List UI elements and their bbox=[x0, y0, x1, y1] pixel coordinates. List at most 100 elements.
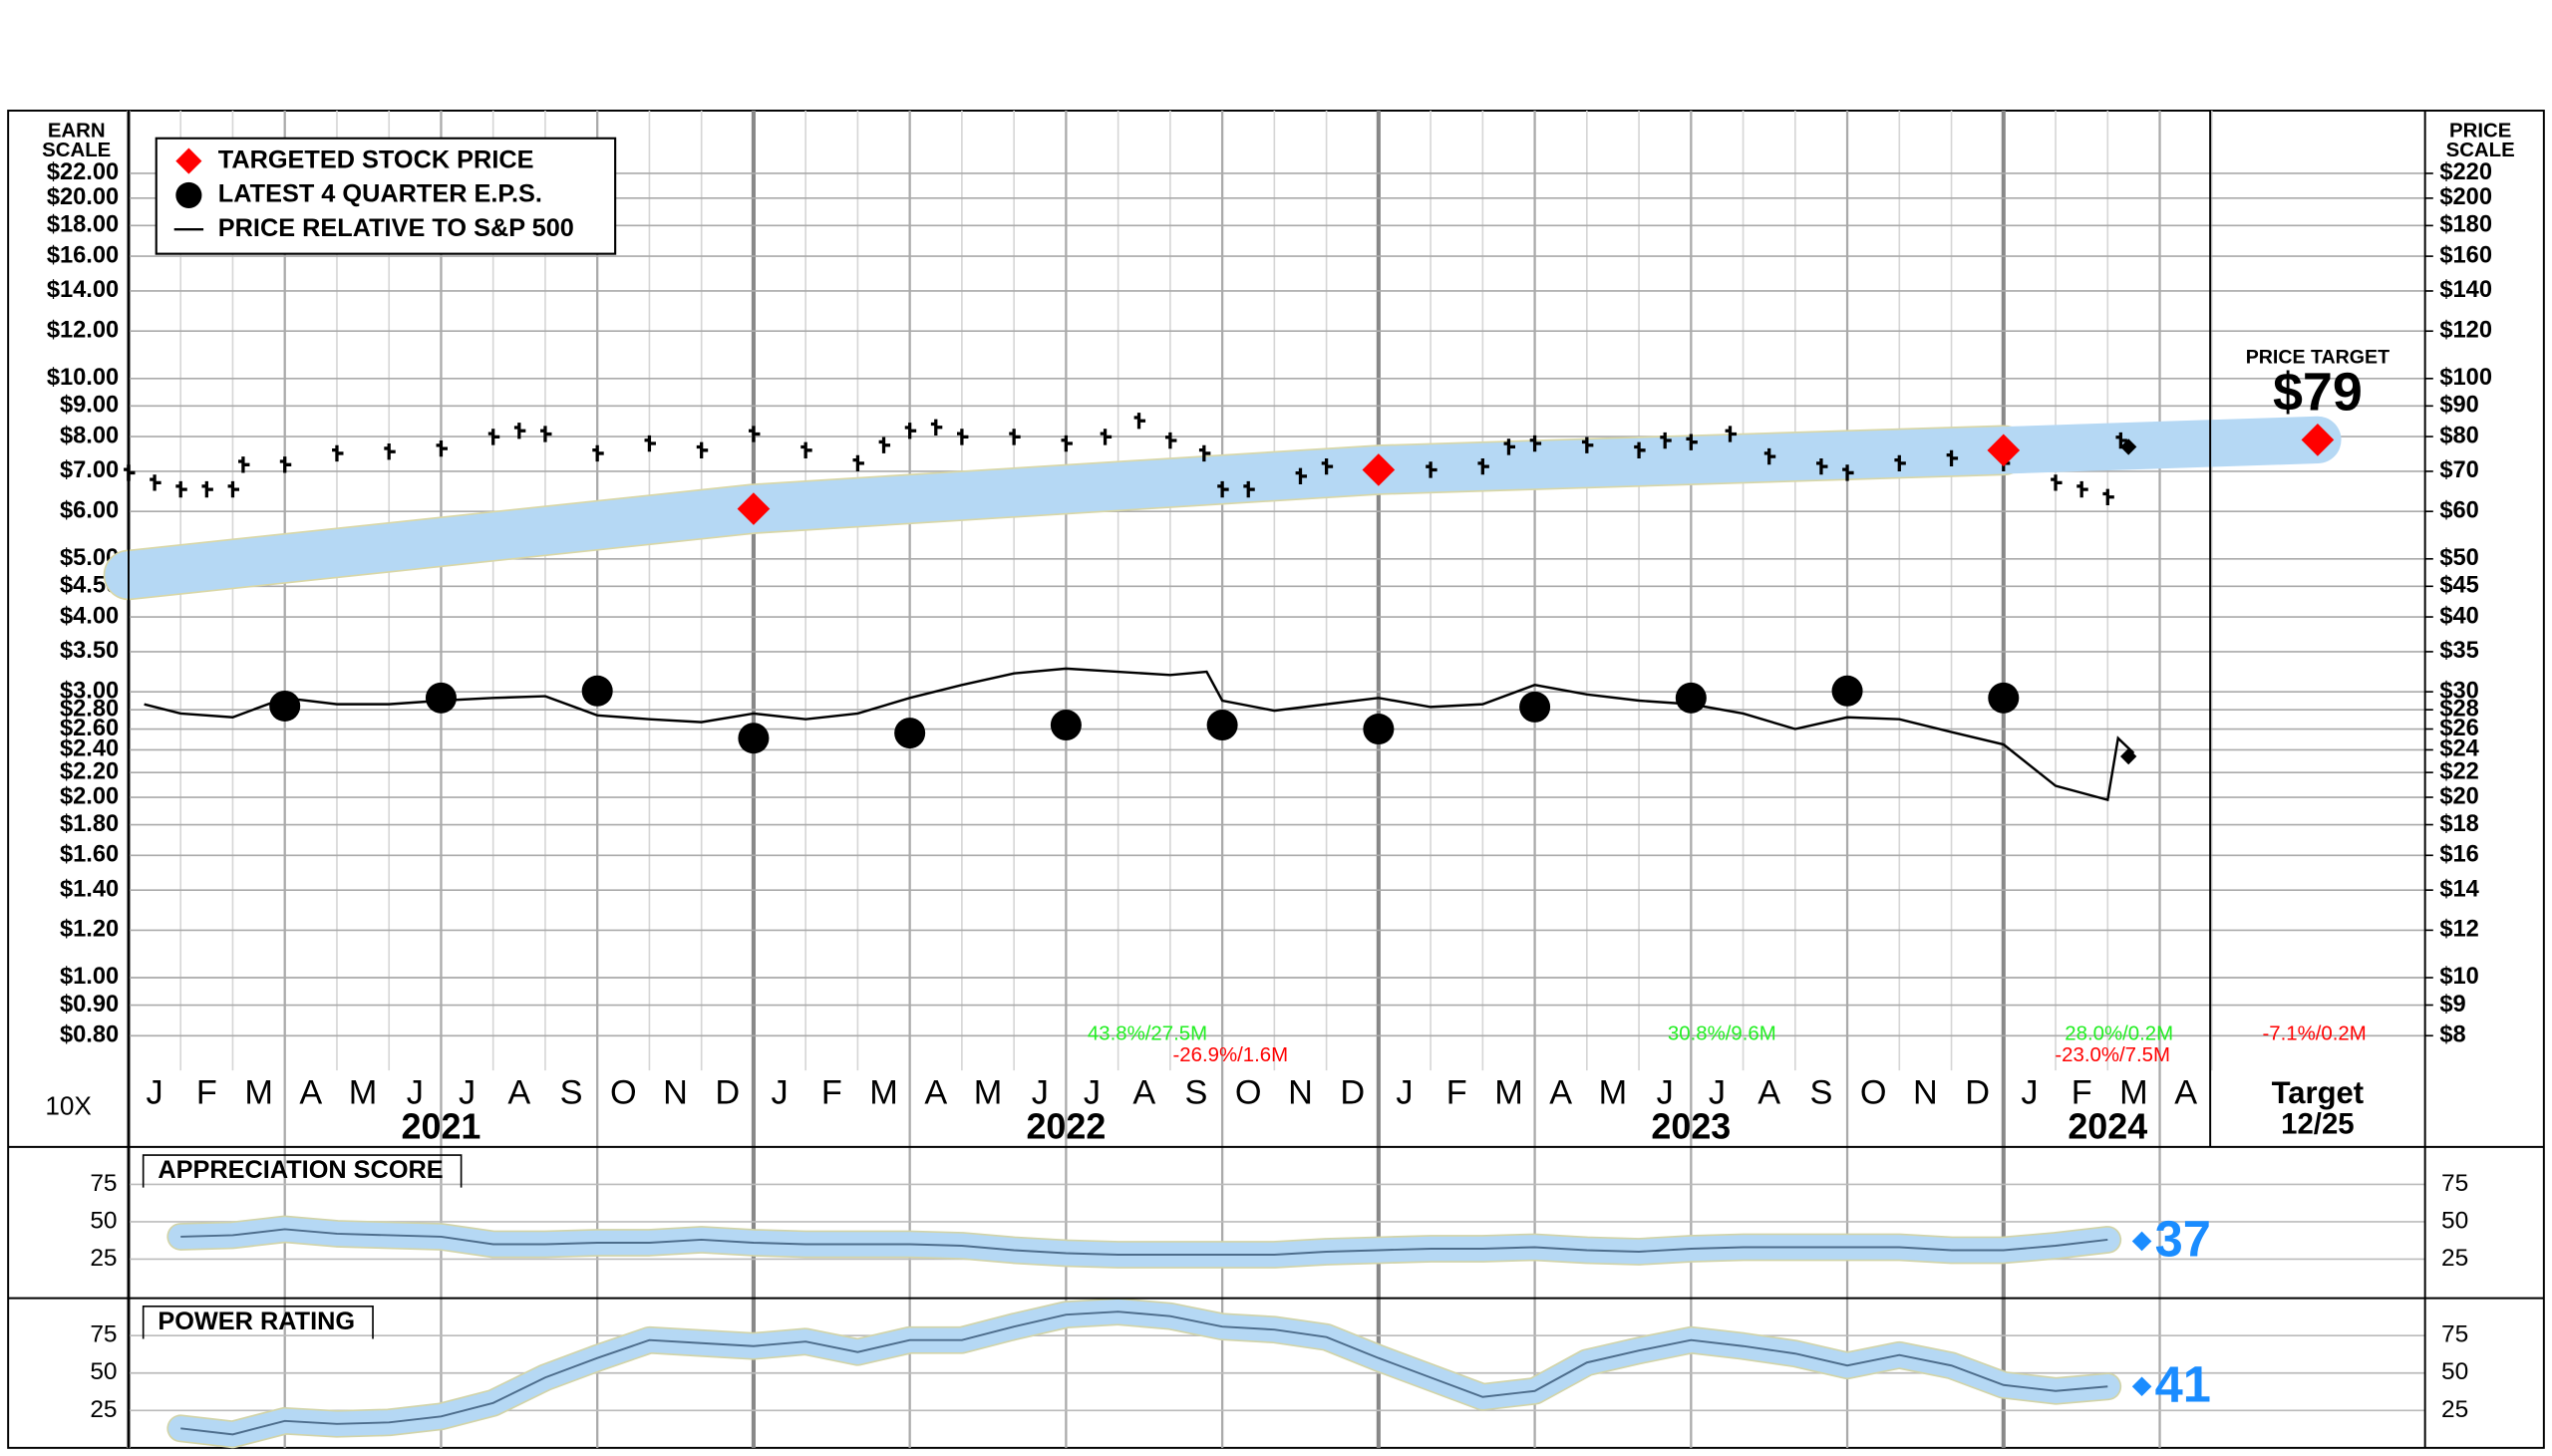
price-bar bbox=[384, 443, 396, 460]
price-bar bbox=[1164, 432, 1177, 449]
y-tick-label: $0.90 bbox=[60, 992, 119, 1018]
price-bar bbox=[1660, 432, 1672, 449]
y-tick-label: $2.80 bbox=[60, 696, 119, 722]
price-bar bbox=[487, 429, 500, 445]
y-tick-label: $1.00 bbox=[60, 964, 119, 990]
x-tick-label: F bbox=[1446, 1074, 1467, 1112]
price-bar bbox=[1946, 449, 1959, 467]
price-bar bbox=[1477, 457, 1489, 475]
y-tick-label: $3.00 bbox=[60, 678, 119, 704]
y2-tick-label: $10 bbox=[2439, 964, 2478, 990]
price-target-label: PRICE TARGET bbox=[2246, 346, 2390, 368]
x-tick-label: M bbox=[2119, 1074, 2148, 1112]
y2-tick-label: $220 bbox=[2439, 159, 2492, 185]
y-tick-label: $9.00 bbox=[60, 393, 119, 419]
y2-tick-label: $8 bbox=[2439, 1022, 2465, 1048]
annotation: 30.8%/9.6M bbox=[1668, 1023, 1776, 1045]
x-tick-label: F bbox=[196, 1074, 217, 1112]
y-tick-label: $1.80 bbox=[60, 811, 119, 837]
y-tick-label: $22.00 bbox=[47, 159, 119, 185]
y-tick-label: $20.00 bbox=[47, 184, 119, 210]
panel-title-tab bbox=[142, 1154, 463, 1188]
x-tick-label: J bbox=[771, 1074, 788, 1112]
x-tick-label: J bbox=[459, 1074, 476, 1112]
y2-tick-label: $9 bbox=[2439, 992, 2465, 1018]
x-tick-label: F bbox=[821, 1074, 842, 1112]
y-tick-label: $6.00 bbox=[60, 497, 119, 523]
price-bar bbox=[513, 423, 526, 439]
year-label: 2022 bbox=[1026, 1105, 1106, 1146]
x-tick-label: O bbox=[610, 1074, 637, 1112]
eps-dot bbox=[1050, 710, 1082, 741]
x-tick-label: M bbox=[869, 1074, 898, 1112]
x-tick-label: N bbox=[1288, 1074, 1313, 1112]
x-tick-label: A bbox=[1757, 1074, 1780, 1112]
price-bar bbox=[878, 437, 891, 453]
price-bar bbox=[1295, 467, 1308, 485]
eps-dot bbox=[894, 718, 926, 749]
target-diamond bbox=[1987, 434, 2021, 467]
x-tick-label: S bbox=[1810, 1074, 1833, 1112]
price-bar bbox=[1529, 435, 1542, 452]
annotation: 43.8%/27.5M bbox=[1088, 1023, 1207, 1045]
price-bar bbox=[238, 456, 250, 473]
price-bar bbox=[904, 423, 917, 439]
year-label: 2021 bbox=[402, 1105, 481, 1146]
latest-value: 37 bbox=[2155, 1210, 2211, 1267]
y-axis-title: SCALE bbox=[42, 140, 111, 161]
x-tick-label: J bbox=[1084, 1074, 1101, 1112]
x-tick-label: A bbox=[1549, 1074, 1572, 1112]
price-bar bbox=[1243, 480, 1255, 498]
legend-label: PRICE RELATIVE TO S&P 500 bbox=[218, 214, 574, 242]
x-tick-label: D bbox=[1340, 1074, 1365, 1112]
year-label: 2024 bbox=[2068, 1105, 2147, 1146]
y-tick-label: $2.00 bbox=[60, 783, 119, 809]
y2-tick-label: $180 bbox=[2439, 212, 2492, 238]
x-tick-label: O bbox=[1860, 1074, 1887, 1112]
x-tick-label: J bbox=[1709, 1074, 1726, 1112]
y-tick-label: $2.20 bbox=[60, 758, 119, 784]
x-tick-label: A bbox=[299, 1074, 322, 1112]
y2-tick-label: $26 bbox=[2439, 716, 2478, 741]
price-bar bbox=[1686, 434, 1698, 450]
eps-dot bbox=[581, 675, 613, 707]
y2-tick-label: $90 bbox=[2439, 393, 2478, 419]
y-tick-label: $4.00 bbox=[60, 603, 119, 629]
price-bar bbox=[2115, 432, 2127, 449]
price-bar bbox=[1581, 437, 1594, 453]
y2-tick-label: $80 bbox=[2439, 423, 2478, 448]
y2-tick-label: 75 bbox=[2441, 1170, 2468, 1197]
price-bar bbox=[1426, 461, 1437, 478]
y2-tick-label: $70 bbox=[2439, 457, 2478, 483]
y2-tick-label: $12 bbox=[2439, 917, 2478, 943]
x-tick-label: F bbox=[2072, 1074, 2092, 1112]
price-bar bbox=[227, 480, 239, 498]
price-bar bbox=[930, 419, 943, 436]
x-tick-label: J bbox=[1657, 1074, 1674, 1112]
annotation: 28.0%/0.2M bbox=[2065, 1023, 2173, 1045]
price-bar bbox=[1133, 413, 1146, 430]
price-bar bbox=[332, 444, 344, 462]
panel-title: APPRECIATION SCORE bbox=[158, 1156, 443, 1184]
price-bar bbox=[749, 426, 761, 442]
y-tick-label: $3.50 bbox=[60, 638, 119, 664]
x-tick-label: D bbox=[1965, 1074, 1990, 1112]
price-bar bbox=[1061, 435, 1073, 452]
price-bar bbox=[852, 454, 864, 472]
y2-tick-label: $24 bbox=[2439, 736, 2479, 762]
year-label: 2023 bbox=[1651, 1105, 1731, 1146]
y-tick-label: 50 bbox=[90, 1207, 117, 1234]
price-bar bbox=[1816, 457, 1828, 475]
price-bar bbox=[540, 426, 552, 442]
y2-tick-label: $200 bbox=[2439, 184, 2492, 210]
price-bar bbox=[1009, 429, 1021, 445]
x-tick-label: S bbox=[1185, 1074, 1208, 1112]
scale-note: 10X bbox=[45, 1091, 91, 1121]
frame bbox=[7, 110, 2545, 1449]
x-tick-label: A bbox=[1132, 1074, 1155, 1112]
y2-tick-label: 50 bbox=[2441, 1358, 2468, 1385]
y-tick-label: $18.00 bbox=[47, 212, 119, 238]
y-axis-title: EARN bbox=[48, 121, 106, 143]
y2-tick-label: $30 bbox=[2439, 678, 2478, 704]
x-tick-label: J bbox=[2021, 1074, 2038, 1112]
